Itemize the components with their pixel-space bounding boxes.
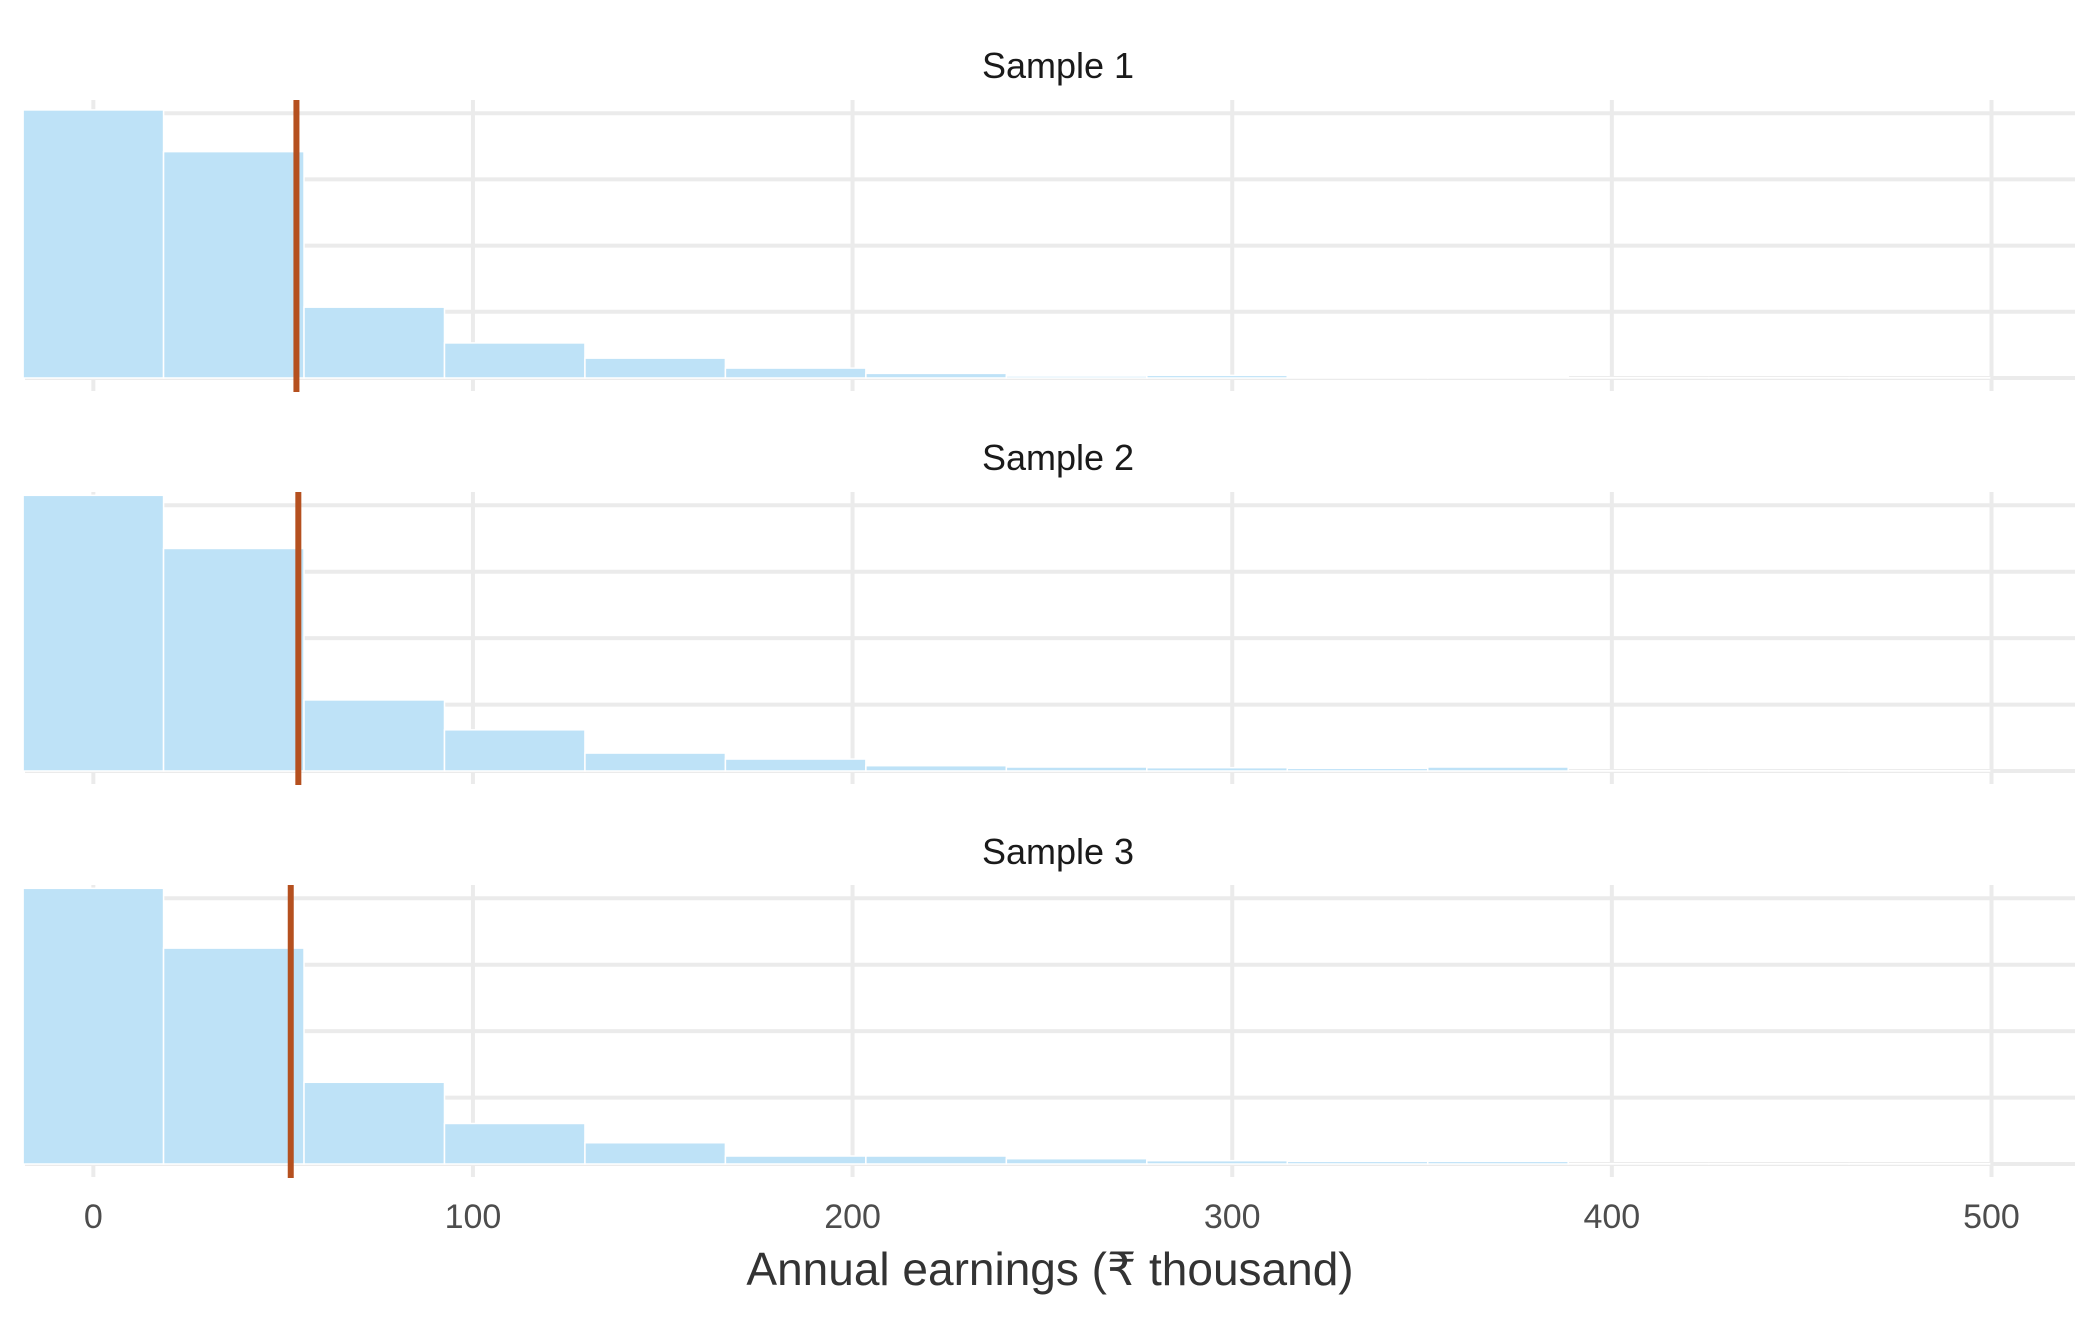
histogram-bar bbox=[1146, 374, 1289, 379]
histogram-bar bbox=[1286, 375, 1429, 379]
histogram-bar bbox=[1146, 766, 1289, 772]
histogram-bar bbox=[1426, 375, 1569, 379]
x-tick-label: 100 bbox=[445, 1198, 502, 1236]
x-tick-label: 400 bbox=[1583, 1198, 1640, 1236]
histogram-bar bbox=[22, 887, 165, 1165]
histogram-bar bbox=[443, 342, 586, 379]
histogram-bar bbox=[1286, 1160, 1429, 1165]
x-tick-label: 500 bbox=[1963, 1198, 2020, 1236]
histogram-bar bbox=[303, 1081, 446, 1165]
histogram-bar bbox=[724, 1155, 867, 1165]
panel-title: Sample 1 bbox=[982, 45, 1134, 86]
histogram-bar bbox=[443, 1122, 586, 1165]
histogram-bar bbox=[865, 372, 1008, 379]
histogram-bar bbox=[443, 729, 586, 772]
panel-title: Sample 2 bbox=[982, 437, 1134, 478]
facet-panel-1: Sample 1 bbox=[22, 45, 2075, 392]
facet-panel-3: Sample 3 bbox=[22, 831, 2075, 1178]
histogram-bar bbox=[162, 547, 305, 772]
histogram-bar bbox=[303, 306, 446, 379]
histogram-bar bbox=[1426, 766, 1569, 772]
x-tick-label: 300 bbox=[1204, 1198, 1261, 1236]
histogram-bar bbox=[22, 494, 165, 772]
histogram-bar bbox=[1426, 1160, 1569, 1165]
histogram-bar bbox=[303, 699, 446, 772]
histogram-bar bbox=[1005, 375, 1148, 379]
histogram-bar bbox=[584, 752, 727, 772]
x-axis-title: Annual earnings (₹ thousand) bbox=[746, 1243, 1353, 1295]
histogram-bar bbox=[1146, 1159, 1289, 1165]
histogram-bar bbox=[724, 367, 867, 379]
histogram-bar bbox=[1005, 766, 1148, 772]
histogram-bar bbox=[584, 357, 727, 379]
histogram-bar bbox=[865, 764, 1008, 772]
panel-title: Sample 3 bbox=[982, 831, 1134, 872]
histogram-bar bbox=[22, 109, 165, 379]
histogram-bar bbox=[162, 947, 305, 1165]
histogram-bar bbox=[865, 1155, 1008, 1165]
histogram-bar bbox=[162, 150, 305, 379]
histogram-bar bbox=[724, 758, 867, 772]
histogram-bar bbox=[1286, 767, 1429, 772]
x-tick-label: 200 bbox=[824, 1198, 881, 1236]
facet-panel-2: Sample 2 bbox=[22, 437, 2075, 785]
x-tick-label: 0 bbox=[84, 1198, 103, 1236]
histogram-bar bbox=[1005, 1157, 1148, 1165]
histogram-bar bbox=[584, 1141, 727, 1165]
